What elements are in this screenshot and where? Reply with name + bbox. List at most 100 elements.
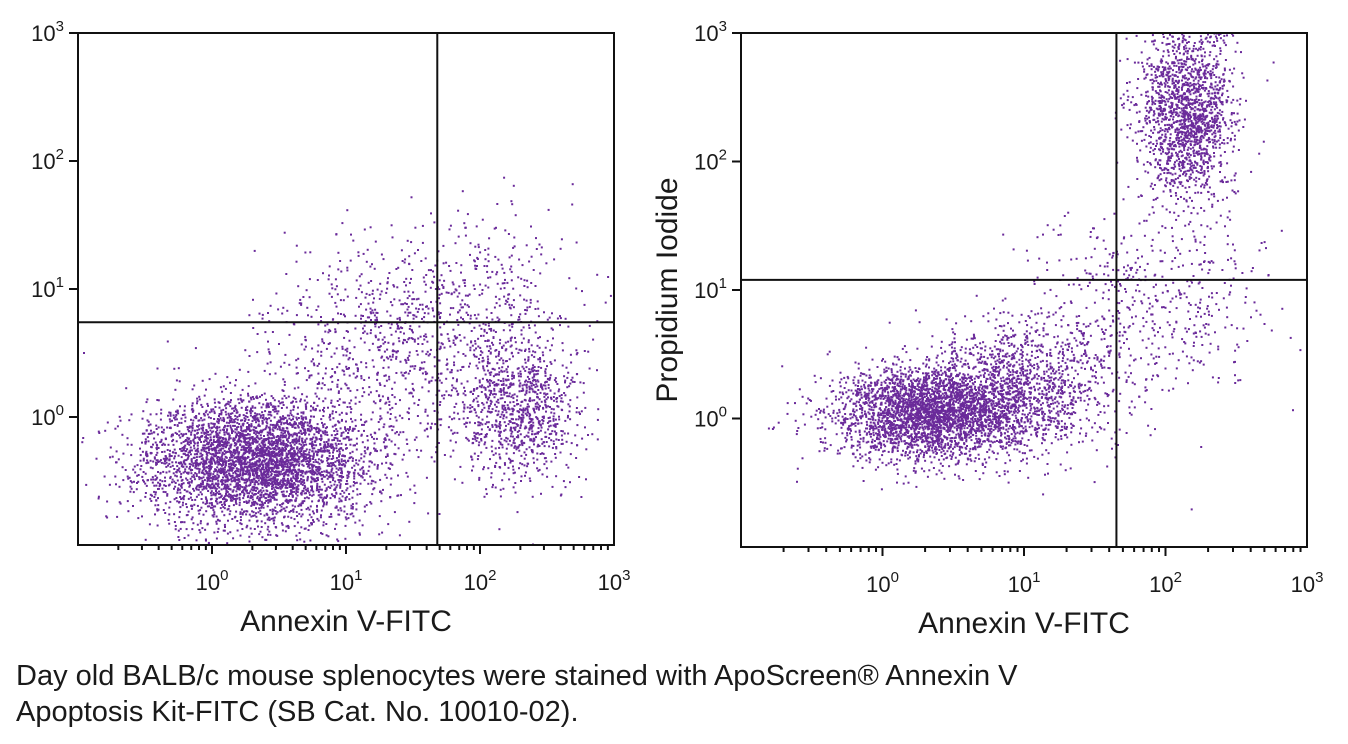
data-point — [299, 422, 302, 425]
data-point — [127, 477, 130, 480]
data-point — [262, 438, 265, 441]
data-point — [263, 446, 266, 449]
data-point — [150, 429, 152, 432]
data-point — [519, 373, 522, 375]
data-point — [241, 477, 244, 480]
data-point — [189, 465, 191, 468]
data-point — [280, 460, 283, 463]
data-point — [179, 491, 182, 494]
data-point — [380, 500, 383, 503]
data-point — [342, 476, 345, 478]
data-point — [231, 459, 234, 462]
data-point — [294, 397, 297, 400]
data-point — [249, 465, 252, 468]
data-point — [319, 493, 322, 496]
data-point — [260, 526, 263, 528]
data-point — [454, 387, 457, 390]
data-point — [285, 397, 288, 400]
data-point — [553, 392, 556, 395]
data-point — [222, 487, 225, 490]
data-point — [225, 499, 228, 502]
data-point — [537, 469, 540, 472]
data-point — [276, 445, 279, 448]
data-point — [216, 433, 219, 436]
data-point — [459, 465, 462, 468]
data-point — [476, 400, 479, 403]
data-point — [198, 484, 201, 487]
data-point — [317, 490, 320, 493]
data-point — [528, 428, 531, 431]
data-point — [320, 514, 322, 517]
data-point — [272, 429, 275, 432]
data-point — [200, 449, 203, 452]
data-point — [280, 484, 283, 487]
data-point — [275, 448, 278, 451]
data-point — [292, 447, 295, 450]
data-point — [325, 523, 328, 525]
data-point — [297, 406, 299, 409]
data-point — [311, 478, 314, 481]
data-point — [190, 459, 193, 462]
data-point — [307, 529, 310, 531]
data-point — [248, 519, 251, 522]
data-point — [222, 479, 225, 482]
data-point — [323, 470, 326, 473]
data-point — [551, 430, 554, 433]
data-point — [186, 442, 189, 445]
data-point — [271, 496, 274, 499]
data-point — [583, 303, 586, 306]
data-point — [340, 509, 343, 512]
data-point — [314, 450, 317, 453]
data-point — [326, 426, 328, 429]
data-point — [186, 426, 189, 428]
data-point — [230, 464, 233, 467]
data-point — [576, 444, 579, 447]
data-point — [214, 448, 217, 451]
data-point — [129, 480, 132, 483]
data-point — [269, 482, 272, 485]
data-point — [490, 472, 493, 475]
data-point — [204, 502, 207, 505]
data-point — [254, 415, 257, 418]
data-point — [349, 513, 352, 516]
data-point — [326, 477, 329, 480]
data-point — [334, 487, 337, 490]
data-point — [85, 483, 88, 486]
data-point — [344, 426, 346, 429]
data-point — [172, 438, 175, 441]
data-point — [311, 510, 314, 513]
data-point — [182, 452, 185, 455]
data-point — [149, 413, 152, 416]
data-point — [291, 494, 294, 497]
data-point — [345, 420, 347, 423]
data-point — [175, 379, 178, 382]
data-point — [337, 459, 340, 462]
data-point — [279, 436, 282, 439]
data-point — [240, 476, 243, 479]
data-point — [240, 406, 243, 409]
data-point — [361, 466, 364, 469]
data-point — [194, 462, 197, 465]
data-point — [506, 404, 509, 407]
data-point — [188, 467, 191, 470]
data-point — [291, 509, 294, 512]
data-point — [478, 385, 481, 388]
data-point — [146, 419, 149, 422]
data-point — [267, 463, 269, 466]
data-point — [243, 446, 245, 449]
data-point — [481, 356, 484, 359]
data-point — [490, 390, 493, 392]
data-point — [293, 438, 296, 441]
data-point — [177, 529, 180, 532]
data-point — [492, 367, 495, 370]
data-point — [334, 480, 337, 483]
data-point — [272, 459, 275, 462]
data-point — [345, 483, 347, 485]
data-point — [514, 445, 517, 448]
data-point — [271, 433, 274, 435]
data-point — [520, 480, 522, 482]
data-point — [346, 406, 349, 408]
data-point — [290, 486, 293, 489]
data-point — [276, 435, 279, 438]
data-point — [308, 456, 311, 459]
